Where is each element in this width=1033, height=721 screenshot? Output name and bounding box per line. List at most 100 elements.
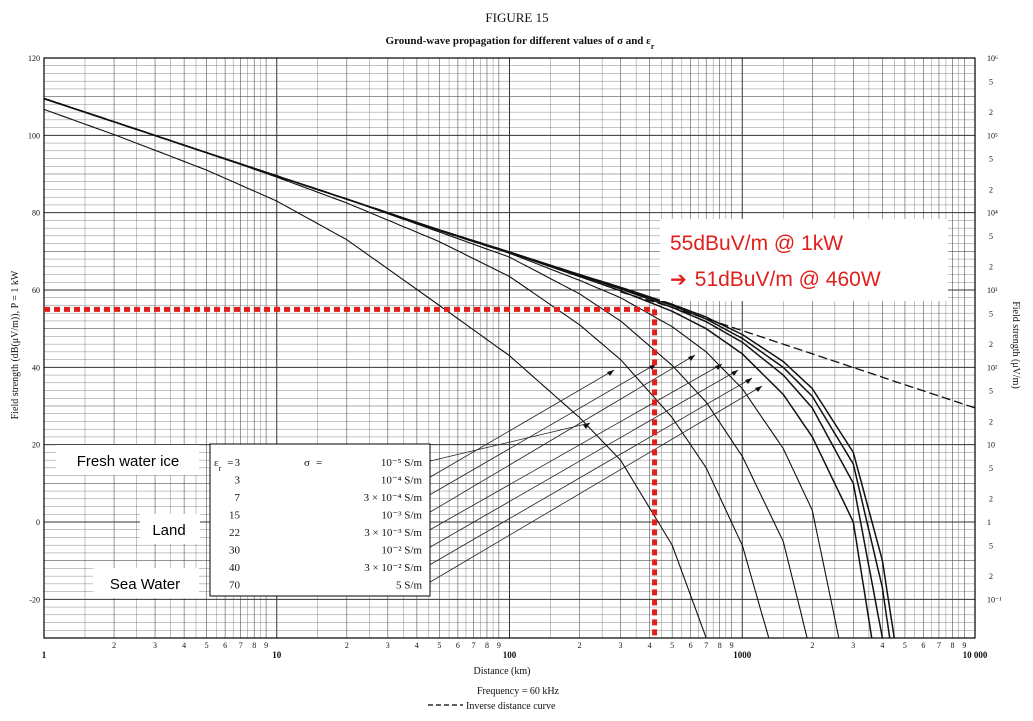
legend-leader-line xyxy=(425,354,696,515)
legend-leader-line xyxy=(425,369,615,480)
x-minor-tick-label: 6 xyxy=(921,641,925,650)
frequency-note: Frequency = 60 kHz xyxy=(477,686,560,697)
x-minor-tick-label: 5 xyxy=(205,641,209,650)
y-right-tick-label: 10⁶ xyxy=(987,54,998,63)
x-minor-tick-label: 3 xyxy=(386,641,390,650)
x-minor-tick-label: 2 xyxy=(578,641,582,650)
legend-leader-arrow xyxy=(731,370,738,376)
y-tick-label: 0 xyxy=(36,518,40,527)
legend-sigma-value: 5 S/m xyxy=(396,580,422,592)
legend-epsilon-value: 40 xyxy=(229,562,241,574)
legend-epsilon-value: 70 xyxy=(229,580,241,592)
x-minor-tick-label: 7 xyxy=(704,641,708,650)
x-minor-tick-label: 2 xyxy=(112,641,116,650)
x-tick-label: 1 xyxy=(42,650,47,660)
legend-epsilon-value: 15 xyxy=(229,510,241,522)
y-tick-label: 60 xyxy=(32,286,40,295)
x-tick-label: 1000 xyxy=(733,650,752,660)
x-minor-tick-label: 3 xyxy=(619,641,623,650)
x-minor-tick-label: 8 xyxy=(485,641,489,650)
legend-leader-arrow xyxy=(607,370,614,376)
y-tick-label: 120 xyxy=(28,54,40,63)
series-lines xyxy=(43,97,976,639)
y-right-minor-tick-label: 2 xyxy=(989,417,993,426)
x-minor-tick-label: 4 xyxy=(648,641,652,650)
series-line-6 xyxy=(43,97,891,639)
x-minor-tick-label: 3 xyxy=(153,641,157,650)
x-minor-tick-label: 8 xyxy=(252,641,256,650)
legend-leader-arrow xyxy=(715,364,722,370)
annotation xyxy=(44,306,658,638)
y-right-tick-label: 1 xyxy=(987,518,991,527)
x-minor-tick-label: 9 xyxy=(730,641,734,650)
legend-leader-line xyxy=(425,369,739,550)
legend-epsilon-value: 30 xyxy=(229,545,241,557)
y-right-minor-tick-label: 5 xyxy=(989,309,993,318)
x-minor-tick-label: 7 xyxy=(239,641,243,650)
legend-sigma-value: 10⁻³ S/m xyxy=(381,510,422,522)
legend-leader-arrow xyxy=(745,378,752,384)
legend-epsilon-header: εr = xyxy=(214,457,234,473)
x-minor-tick-label: 5 xyxy=(670,641,674,650)
x-minor-tick-label: 7 xyxy=(471,641,475,650)
y-right-tick-label: 10⁵ xyxy=(987,131,998,140)
x-minor-tick-label: 9 xyxy=(264,641,268,650)
legend-leader-arrow xyxy=(755,386,762,392)
region-land: Land xyxy=(152,522,185,539)
legend-epsilon-value: 3 xyxy=(235,475,241,487)
x-minor-tick-label: 6 xyxy=(689,641,693,650)
y-right-minor-tick-label: 5 xyxy=(989,387,993,396)
series-line-7 xyxy=(43,97,896,639)
legend-sigma-value: 10⁻⁵ S/m xyxy=(381,457,423,469)
y-right-tick-label: 10⁻¹ xyxy=(987,595,1002,604)
y-right-minor-tick-label: 2 xyxy=(989,495,993,504)
y-right-minor-tick-label: 2 xyxy=(989,572,993,581)
annotation-box xyxy=(660,219,948,301)
y-tick-label: -20 xyxy=(29,595,40,604)
legend-epsilon-value: 7 xyxy=(235,492,241,504)
y-right-minor-tick-label: 5 xyxy=(989,232,993,241)
y-axis-left-label: Field strength (dB(μV/m)), P = 1 kW xyxy=(10,270,21,419)
y-right-minor-tick-label: 2 xyxy=(989,340,993,349)
annotation-line-2: ➔ 51dBuV/m @ 460W xyxy=(670,268,881,291)
legend-leader-line xyxy=(425,363,657,498)
y-right-minor-tick-label: 5 xyxy=(989,77,993,86)
x-tick-label: 10 000 xyxy=(963,650,988,660)
y-right-minor-tick-label: 5 xyxy=(989,541,993,550)
legend-sigma-value: 10⁻² S/m xyxy=(381,545,422,557)
y-right-minor-tick-label: 2 xyxy=(989,185,993,194)
legend-leader-arrow xyxy=(583,423,590,429)
y-tick-label: 100 xyxy=(28,131,40,140)
region-sea-water: Sea Water xyxy=(110,576,180,593)
plot-frame xyxy=(43,57,976,639)
x-minor-tick-label: 5 xyxy=(903,641,907,650)
x-minor-tick-label: 6 xyxy=(223,641,227,650)
legend-leader-line xyxy=(425,422,591,463)
tick-labels: 120 100 80 60 40 20 0 -20 1 10 100 1000 10 000 2 3 4 5 6 7… xyxy=(28,54,1002,660)
region-fresh-water-ice: Fresh water ice xyxy=(77,453,180,470)
figure-label: FIGURE 15 xyxy=(485,10,548,25)
x-minor-tick-label: 9 xyxy=(962,641,966,650)
x-axis-label: Distance (km) xyxy=(474,666,531,677)
legend-leader-line xyxy=(425,385,763,585)
y-right-minor-tick-label: 2 xyxy=(989,263,993,272)
x-tick-label: 100 xyxy=(503,650,517,660)
region-labels: Fresh water ice Land Sea Water xyxy=(56,445,200,598)
y-axis-right-label: Field strength (μV/m) xyxy=(1010,301,1021,389)
x-minor-tick-label: 5 xyxy=(437,641,441,650)
legend-epsilon-value: 22 xyxy=(229,527,240,539)
x-minor-tick-label: 6 xyxy=(456,641,460,650)
legend-leader-lines xyxy=(425,354,763,585)
x-tick-label: 10 xyxy=(272,650,282,660)
x-minor-tick-label: 9 xyxy=(497,641,501,650)
x-minor-tick-label: 4 xyxy=(415,641,419,650)
legend-leader-line xyxy=(425,377,753,568)
legend-epsilon-value: 3 xyxy=(235,457,241,469)
legend-sigma-value: 3 × 10⁻⁴ S/m xyxy=(364,492,423,504)
chart-title: Ground-wave propagation for different va… xyxy=(386,35,655,51)
x-minor-tick-label: 7 xyxy=(937,641,941,650)
inverse-curve-note: Inverse distance curve xyxy=(466,701,556,712)
y-right-tick-label: 10⁴ xyxy=(987,209,998,218)
y-right-minor-tick-label: 5 xyxy=(989,155,993,164)
series-line-inverse-distance xyxy=(620,291,976,409)
